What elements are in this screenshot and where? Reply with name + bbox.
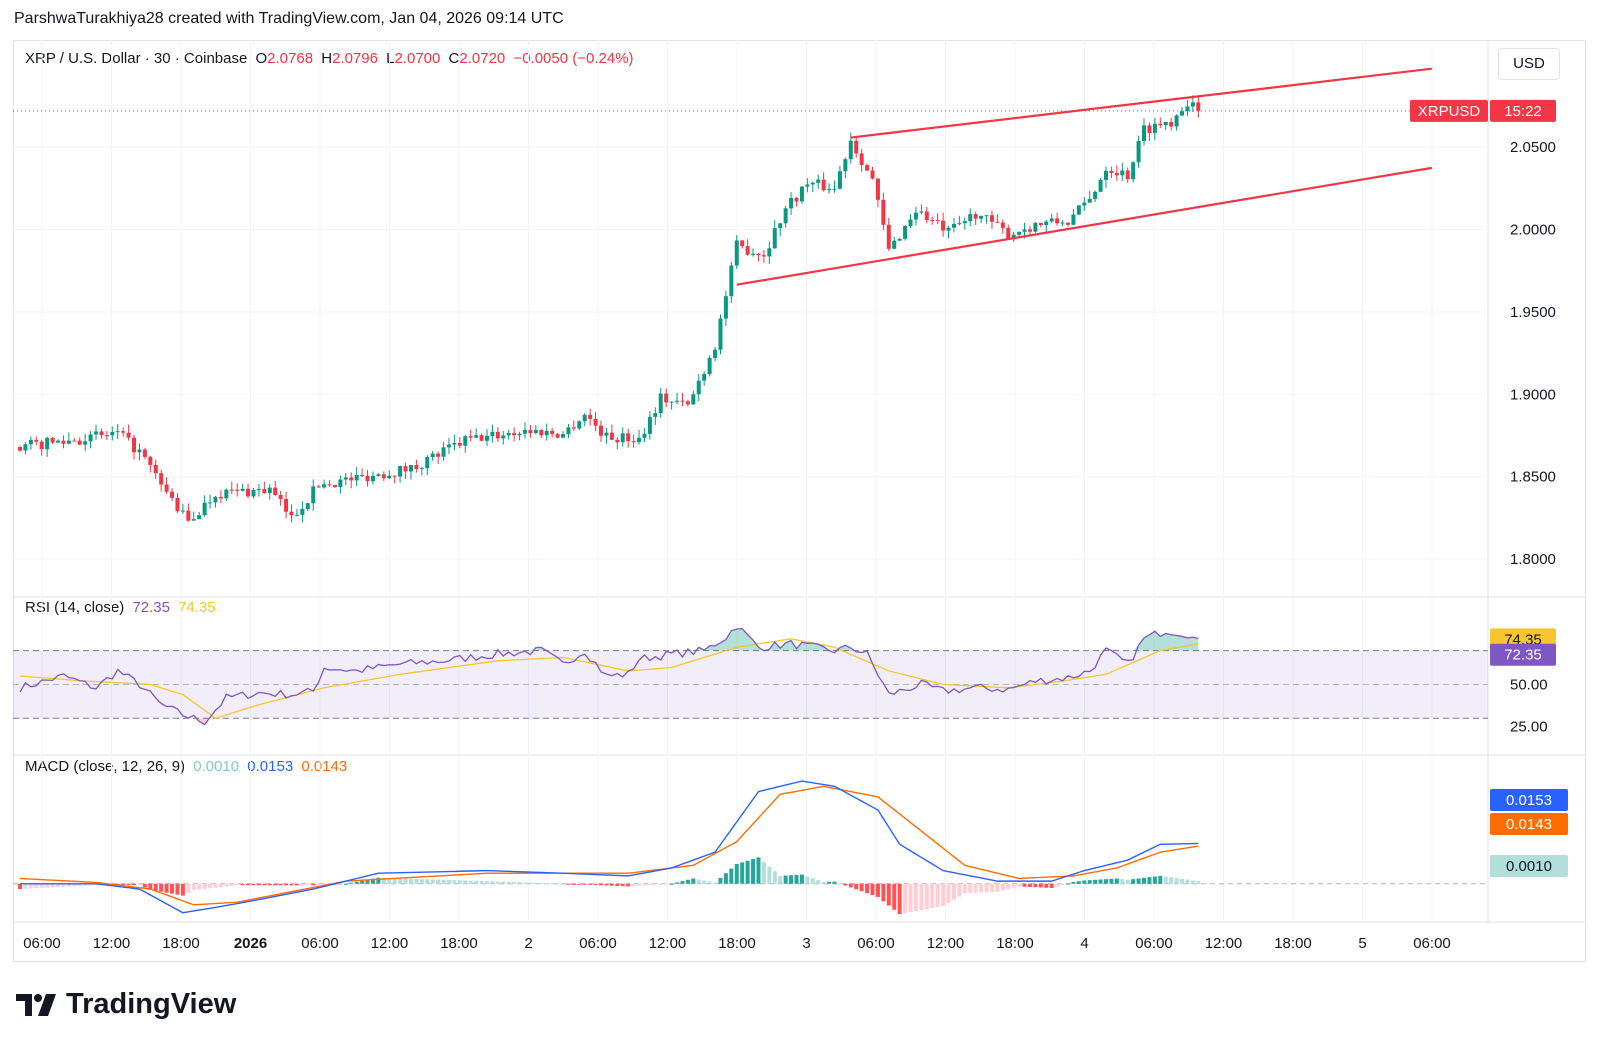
tradingview-logo-icon [16,993,56,1016]
currency-button[interactable]: USD [1498,48,1560,80]
rsi-value: 72.35 [132,599,170,616]
symbol-label[interactable]: XRP / U.S. Dollar · 30 · Coinbase [25,50,248,67]
rsi-label[interactable]: RSI (14, close) [25,599,125,616]
chart-attribution: ParshwaTurakhiya28 created with TradingV… [14,10,564,27]
macd-signal-value: 0.0143 [301,758,348,775]
macd-value: 0.0153 [247,758,294,775]
macd-legend: MACD (close, 12, 26, 9) 0.0010 0.0153 0.… [25,758,351,775]
low-label: L [386,50,395,67]
open-label: O [255,50,268,67]
close-label: C [448,50,460,67]
low-value: 2.0700 [394,50,441,67]
close-value: 2.0720 [459,50,506,67]
open-value: 2.0768 [267,50,314,67]
chart-frame [13,40,1586,962]
main-legend: XRP / U.S. Dollar · 30 · Coinbase O2.076… [25,50,638,67]
high-label: H [321,50,333,67]
tradingview-logo-text: TradingView [66,988,237,1020]
tradingview-logo[interactable]: TradingView [16,988,236,1021]
macd-label[interactable]: MACD (close, 12, 26, 9) [25,758,186,775]
macd-hist-value: 0.0010 [193,758,240,775]
rsi-ma-value: 74.35 [178,599,216,616]
rsi-legend: RSI (14, close) 72.35 74.35 [25,599,220,616]
high-value: 2.0796 [332,50,378,67]
change-value: −0.0050 (−0.24%) [513,50,634,67]
